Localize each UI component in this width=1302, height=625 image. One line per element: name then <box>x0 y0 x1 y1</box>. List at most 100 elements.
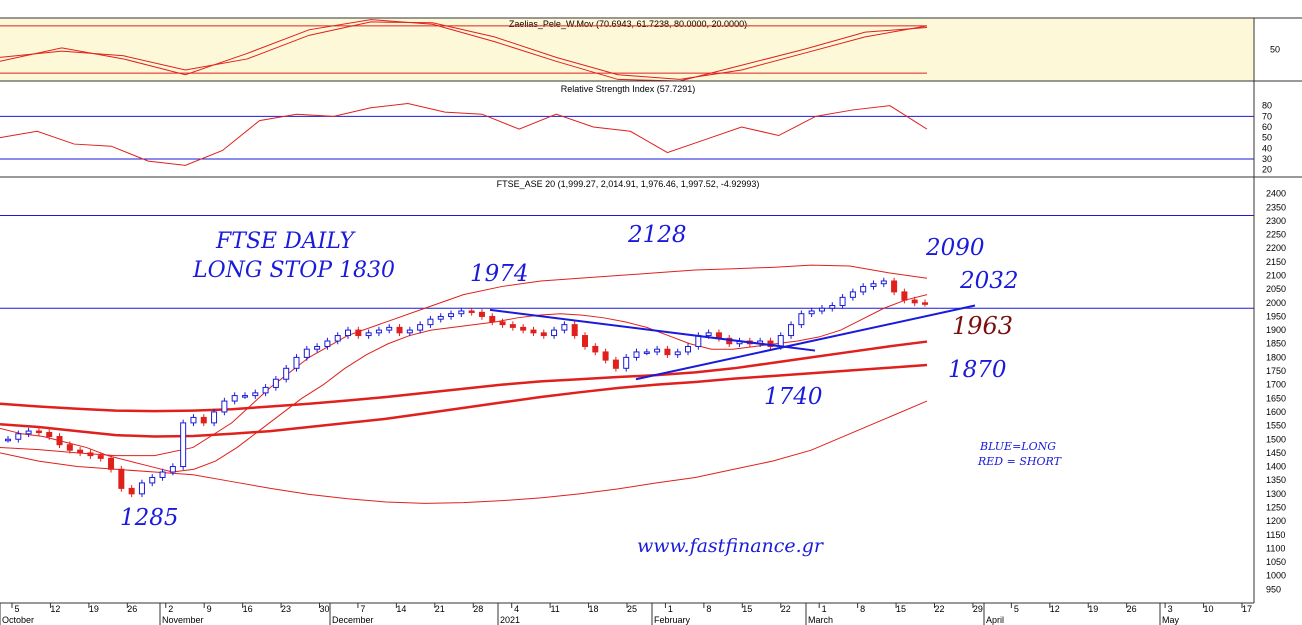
candle-body <box>118 468 125 489</box>
candle-body <box>334 335 341 342</box>
candle-body <box>808 310 815 315</box>
oscillator-pane <box>0 18 1254 81</box>
month-label: December <box>332 615 374 625</box>
price-ytick: 1700 <box>1266 380 1286 390</box>
x-tick-label: 16 <box>243 604 253 614</box>
candle-body <box>56 436 63 446</box>
candle-body <box>35 430 42 434</box>
annotation-long-stop: LONG STOP 1830 <box>192 258 395 283</box>
x-tick-label: 17 <box>1242 604 1252 614</box>
price-ticks: 2400 2350 2300 2250 2200 2150 2100 2050 2000 1950… <box>1266 189 1286 595</box>
candle-body <box>468 310 475 313</box>
candle-body <box>375 329 382 334</box>
candle-body <box>829 305 836 309</box>
x-axis-ticks: 5 12 19 26 2 9 16 23 30 7 14 21 28 4 11 18 25 1 8 15 22 1 8 15 2… <box>11 603 1252 614</box>
candle-body <box>221 400 228 413</box>
candle-body <box>365 332 372 337</box>
candle-body <box>252 392 259 397</box>
candle-body <box>303 348 310 358</box>
x-tick-label: 9 <box>207 604 212 614</box>
candle-body <box>241 395 248 398</box>
x-tick-label: 25 <box>627 604 637 614</box>
price-band-lower <box>0 400 928 504</box>
candle-body <box>262 386 269 394</box>
rsi-lines <box>0 103 928 166</box>
price-ytick: 1250 <box>1266 502 1286 512</box>
candle-body <box>818 307 825 312</box>
price-ytick: 1200 <box>1266 516 1286 526</box>
trendline-down <box>489 308 816 352</box>
price-ytick: 1350 <box>1266 475 1286 485</box>
x-tick-label: 5 <box>1014 604 1019 614</box>
candle-body <box>458 310 465 315</box>
candle-body <box>654 348 661 353</box>
candle-body <box>417 324 424 331</box>
rsi-ytick: 40 <box>1262 143 1272 153</box>
oscillator-line-0 <box>0 19 928 82</box>
price-ytick: 2250 <box>1266 230 1286 240</box>
rsi-line-0 <box>0 103 928 166</box>
price-ma-mid-lower <box>0 363 928 438</box>
price-levels <box>0 214 1254 309</box>
x-tick-label: 23 <box>281 604 291 614</box>
candle-body <box>839 296 846 307</box>
price-ma-mid-upper <box>0 340 928 413</box>
candle-body <box>581 335 588 347</box>
oscillator-line-1 <box>0 21 928 80</box>
x-tick-label: 5 <box>14 604 19 614</box>
annotation-1870: 1870 <box>948 357 1007 383</box>
price-candles <box>5 277 928 498</box>
price-ytick: 1150 <box>1266 530 1285 540</box>
x-tick-label: 11 <box>550 604 559 614</box>
candle-body <box>355 329 362 337</box>
price-band-upper <box>0 264 928 457</box>
candle-body <box>128 487 135 495</box>
candle-body <box>798 313 805 326</box>
rsi-ytick: 50 <box>1262 133 1272 143</box>
x-tick-label: 19 <box>1088 604 1098 614</box>
price-ytick: 1050 <box>1266 557 1286 567</box>
month-label: October <box>2 615 34 625</box>
trendline-up <box>635 304 976 381</box>
x-tick-label: 15 <box>742 604 752 614</box>
x-tick-label: 1 <box>668 604 673 614</box>
x-tick-label: 4 <box>514 604 519 614</box>
candle-body <box>540 332 547 337</box>
price-ytick: 1900 <box>1266 325 1286 335</box>
candle-body <box>870 283 877 287</box>
month-label: March <box>808 615 833 625</box>
annotation-1740: 1740 <box>764 384 823 410</box>
price-ytick: 1650 <box>1266 393 1286 403</box>
annotation-2032: 2032 <box>959 268 1019 294</box>
price-ytick: 2200 <box>1266 243 1286 253</box>
rsi-ytick: 80 <box>1262 101 1272 111</box>
annotation-2090: 2090 <box>925 235 985 261</box>
candle-body <box>15 433 22 440</box>
x-tick-label: 21 <box>435 604 445 614</box>
candle-body <box>561 324 568 331</box>
price-ytick: 2000 <box>1266 298 1286 308</box>
x-tick-label: 22 <box>934 604 944 614</box>
candle-body <box>623 356 630 369</box>
oscillator-ticks: 50 <box>1270 45 1280 55</box>
annotation-1974: 1974 <box>470 261 529 287</box>
price-ytick: 2400 <box>1266 189 1286 199</box>
x-tick-label: 8 <box>706 604 711 614</box>
x-tick-label: 29 <box>973 604 983 614</box>
candle-body <box>448 313 455 317</box>
candle-body <box>272 378 279 388</box>
annotation-red-short: RED = SHORT <box>977 455 1063 468</box>
candle-body <box>437 315 444 320</box>
price-ytick: 2300 <box>1266 216 1286 226</box>
candle-body <box>46 431 53 438</box>
price-ytick: 950 <box>1266 584 1281 594</box>
rsi-ytick: 60 <box>1262 122 1272 132</box>
candle-body <box>551 329 558 337</box>
month-label: 2021 <box>500 615 520 625</box>
price-ytick: 1450 <box>1266 448 1286 458</box>
annotation-blue-long: BLUE=LONG <box>979 440 1056 453</box>
candle-body <box>922 302 928 305</box>
oscillator-lines <box>0 19 928 82</box>
rsi-ytick: 70 <box>1262 111 1272 121</box>
